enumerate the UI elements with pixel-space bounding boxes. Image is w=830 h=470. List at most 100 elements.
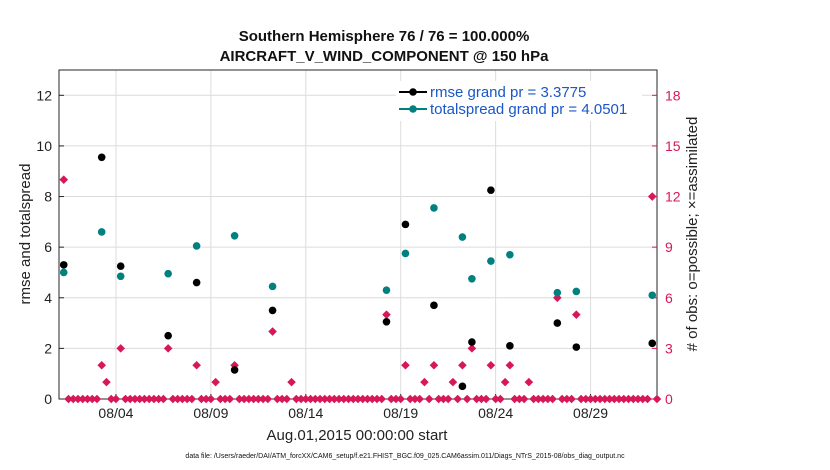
obs-count-marker [472, 394, 481, 404]
obs-count-marker [382, 310, 391, 319]
obs-count-marker [206, 394, 216, 404]
totalspread-point [458, 233, 467, 241]
obs-count-marker [391, 394, 401, 404]
y-axis-right-label: # of obs: o=possible; ×=assimilated [684, 117, 701, 352]
obs-count-marker [377, 394, 387, 404]
obs-count-marker [163, 344, 173, 353]
obs-count-marker [396, 394, 406, 404]
obs-count-series [59, 175, 662, 404]
obs-count-marker [102, 377, 111, 387]
obs-count-marker [581, 394, 591, 404]
obs-count-marker [534, 394, 543, 404]
obs-count-marker [529, 394, 538, 404]
obs-count-marker [178, 394, 187, 404]
obs-count-marker [211, 377, 220, 387]
obs-count-marker [235, 394, 244, 404]
obs-count-marker [320, 394, 330, 404]
data-series [59, 153, 657, 391]
data-file-footer: data file: /Users/raeder/DAI/ATM_forcXX/… [185, 453, 625, 460]
obs-count-marker [638, 394, 648, 404]
totalspread-point [648, 291, 657, 300]
obs-count-marker [197, 394, 206, 404]
y-tick-label: 4 [44, 290, 52, 306]
obs-count-marker [130, 394, 140, 404]
obs-count-marker [121, 394, 130, 404]
grid [59, 70, 657, 399]
obs-count-marker [310, 394, 320, 404]
obs-count-marker [562, 394, 572, 404]
obs-count-marker [258, 394, 268, 404]
obs-count-marker [339, 394, 349, 404]
rmse-point [59, 261, 68, 269]
obs-count-marker [97, 360, 107, 370]
y-right-tick-label: 15 [665, 138, 681, 154]
obs-count-marker [401, 360, 410, 370]
obs-count-marker [87, 394, 97, 404]
obs-count-marker [268, 327, 277, 336]
totalspread-point [192, 242, 201, 250]
obs-count-marker [344, 394, 353, 404]
rmse-point [230, 366, 239, 374]
totalspread-point [116, 272, 125, 281]
obs-count-marker [220, 394, 230, 404]
obs-count-marker [182, 394, 192, 404]
rmse-point [164, 331, 172, 340]
obs-count-marker [187, 394, 197, 404]
obs-count-marker [68, 394, 78, 404]
obs-count-marker [429, 360, 439, 370]
y-right-tick-label: 6 [665, 290, 673, 306]
totalspread-point [164, 269, 172, 278]
x-axis-label: Aug.01,2015 00:00:00 start [267, 427, 449, 444]
obs-count-marker [633, 394, 643, 404]
x-tick-label: 08/24 [478, 405, 513, 421]
legend-rmse-label: rmse grand pr = 3.3775 [430, 84, 586, 101]
totalspread-point [553, 288, 562, 297]
obs-count-marker [415, 394, 424, 404]
obs-count-marker [439, 394, 448, 404]
obs-count-marker [386, 394, 396, 404]
obs-count-marker [619, 394, 629, 404]
obs-count-marker [576, 394, 586, 404]
obs-count-marker [614, 394, 624, 404]
y-right-tick-label: 12 [665, 189, 681, 205]
obs-count-marker [524, 377, 534, 387]
totalspread-point [506, 250, 514, 259]
obs-count-marker [201, 394, 211, 404]
rmse-point [487, 186, 495, 195]
rmse-point [553, 319, 562, 327]
obs-count-marker [481, 394, 491, 404]
obs-count-marker [125, 394, 135, 404]
rmse-point [430, 301, 438, 310]
obs-count-marker [159, 394, 168, 404]
obs-count-marker [277, 394, 287, 404]
obs-count-marker [600, 394, 610, 404]
obs-count-marker [334, 394, 344, 404]
obs-count-marker [363, 394, 372, 404]
obs-count-marker [135, 394, 144, 404]
obs-count-marker [140, 394, 149, 404]
obs-count-marker [358, 394, 368, 404]
obs-count-marker [458, 360, 467, 370]
obs-count-marker [144, 394, 154, 404]
chart-subtitle: AIRCRAFT_V_WIND_COMPONENT @ 150 hPa [220, 48, 550, 65]
obs-count-marker [591, 394, 600, 404]
obs-count-marker [652, 394, 662, 404]
legend-rmse-marker [409, 88, 417, 96]
legend-totalspread-label: totalspread grand pr = 4.0501 [430, 101, 627, 118]
obs-count-marker [254, 394, 263, 404]
totalspread-point [382, 286, 391, 294]
totalspread-point [430, 204, 438, 212]
obs-count-marker [301, 394, 311, 404]
obs-count-marker [225, 394, 235, 404]
y-axis-label: rmse and totalspread [17, 164, 34, 305]
obs-count-marker [64, 394, 73, 404]
obs-count-marker [329, 394, 339, 404]
y-tick-label: 6 [44, 239, 52, 255]
obs-count-marker [643, 394, 652, 404]
rmse-point [268, 306, 277, 315]
totalspread-point [487, 257, 495, 265]
obs-count-marker [348, 394, 358, 404]
legend-totalspread-marker [409, 105, 417, 113]
y-right-tick-label: 0 [665, 391, 673, 407]
obs-count-marker [73, 394, 83, 404]
